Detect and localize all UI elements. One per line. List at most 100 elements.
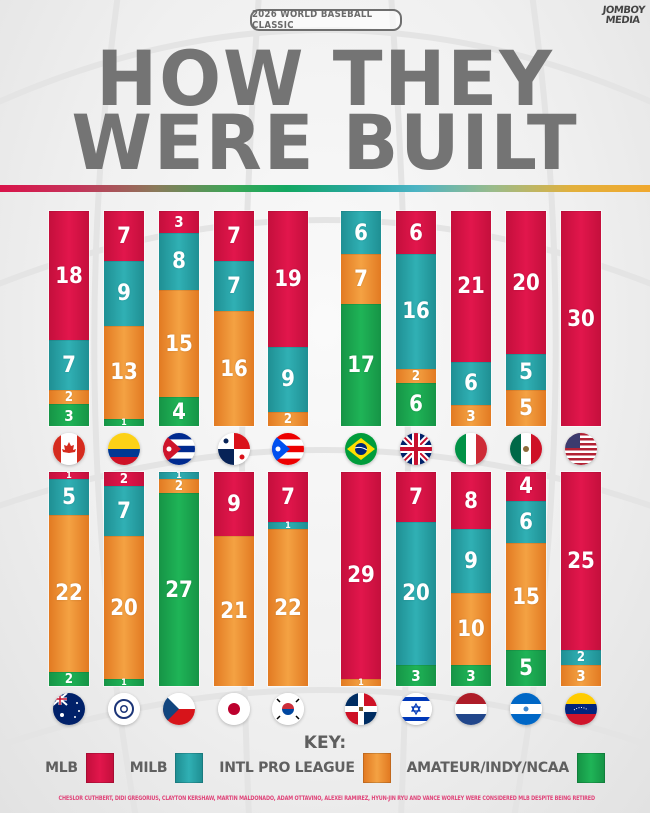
bar-segment-amat: 3 bbox=[49, 404, 89, 426]
footnote: CHESLOR CUTHBERT, DIDI GREGORIUS, CLAYTO… bbox=[58, 795, 596, 802]
segment-value: 9 bbox=[464, 549, 478, 575]
segment-value: 5 bbox=[62, 484, 76, 510]
segment-value: 5 bbox=[519, 656, 533, 682]
bar-mexico: 20 5 5 bbox=[506, 211, 546, 426]
bar-segment-milb: 9 bbox=[268, 347, 308, 412]
segment-value: 27 bbox=[165, 577, 193, 603]
segment-value: 21 bbox=[457, 274, 485, 300]
puerto-rico-flag-icon bbox=[272, 433, 304, 465]
bar-segment-mlb: 21 bbox=[451, 211, 491, 362]
israel-flag-icon bbox=[400, 693, 432, 725]
bar-segment-mlb: 1 bbox=[49, 471, 89, 482]
bar-segment-milb: 6 bbox=[341, 211, 381, 254]
brazil-flag-icon bbox=[345, 433, 377, 465]
bar-segment-milb: 7 bbox=[49, 340, 89, 391]
segment-value: 5 bbox=[519, 396, 533, 422]
segment-value: 5 bbox=[519, 360, 533, 386]
segment-value: 16 bbox=[402, 299, 430, 325]
segment-value: 7 bbox=[117, 499, 131, 525]
bar-segment-amat: 3 bbox=[451, 664, 491, 686]
segment-value: 7 bbox=[354, 267, 368, 293]
legend-swatch-amateur bbox=[576, 753, 605, 783]
segment-value: 2 bbox=[119, 472, 129, 488]
italy-flag-icon bbox=[455, 433, 487, 465]
segment-value: 8 bbox=[172, 249, 186, 275]
bar-segment-mlb: 6 bbox=[396, 211, 436, 254]
bar-segment-intl: 15 bbox=[506, 543, 546, 651]
segment-value: 9 bbox=[117, 281, 131, 307]
bar-segment-intl: 7 bbox=[341, 254, 381, 305]
bar-segment-mlb: 18 bbox=[49, 211, 89, 340]
bar-segment-mlb: 7 bbox=[214, 211, 254, 262]
bar-segment-amat: 2 bbox=[49, 671, 89, 687]
segment-value: 3 bbox=[466, 666, 476, 685]
bar-segment-amat: 17 bbox=[341, 304, 381, 426]
segment-value: 2 bbox=[174, 479, 184, 495]
segment-value: 9 bbox=[281, 367, 295, 393]
bar-australia: 1 5 22 2 bbox=[49, 471, 89, 687]
bar-segment-intl: 20 bbox=[104, 536, 144, 679]
bar-segment-mlb: 4 bbox=[506, 472, 546, 501]
segment-value: 7 bbox=[117, 224, 131, 250]
bar-segment-intl: 16 bbox=[214, 311, 254, 426]
segment-value: 7 bbox=[281, 484, 295, 510]
event-badge: 2026 WORLD BASEBALL CLASSIC bbox=[250, 9, 402, 31]
page-title-line2: WERE BUILT bbox=[71, 98, 579, 187]
korea-flag-icon bbox=[272, 693, 304, 725]
bar-segment-intl: 2 bbox=[49, 390, 89, 406]
segment-value: 22 bbox=[55, 581, 83, 607]
great-britain-flag-icon bbox=[400, 433, 432, 465]
bar-czechia: 1 2 27 bbox=[159, 471, 199, 686]
mexico-flag-icon bbox=[510, 433, 542, 465]
bar-japan: 9 21 bbox=[214, 472, 254, 686]
bar-netherlands: 8 9 10 3 bbox=[451, 472, 491, 686]
rainbow-divider bbox=[0, 185, 650, 192]
segment-value: 15 bbox=[512, 584, 540, 610]
segment-value: 10 bbox=[457, 616, 485, 642]
legend-swatch-mlb bbox=[85, 753, 114, 783]
key-title: KEY: bbox=[303, 733, 347, 753]
bar-segment-milb: 2 bbox=[561, 650, 601, 666]
segment-value: 25 bbox=[567, 549, 595, 575]
segment-value: 6 bbox=[464, 371, 478, 396]
australia-flag-icon bbox=[53, 693, 85, 725]
segment-value: 1 bbox=[66, 471, 72, 482]
legend-label-amateur: AMATEUR/INDY/NCAA bbox=[406, 760, 570, 776]
bar-segment-milb: 1 bbox=[268, 520, 308, 531]
panama-flag-icon bbox=[218, 433, 250, 465]
segment-value: 1 bbox=[285, 520, 291, 531]
bar-segment-amat: 6 bbox=[396, 382, 436, 426]
bar-nicaragua: 4 6 15 5 bbox=[506, 472, 546, 686]
bar-segment-milb: 1 bbox=[159, 471, 199, 481]
segment-value: 6 bbox=[409, 220, 423, 246]
segment-value: 3 bbox=[64, 406, 74, 425]
cuba-flag-icon bbox=[163, 433, 195, 465]
segment-value: 2 bbox=[64, 390, 74, 406]
segment-value: 7 bbox=[227, 224, 241, 250]
bar-israel: 7 20 3 bbox=[396, 472, 436, 686]
segment-value: 2 bbox=[576, 650, 586, 666]
segment-value: 22 bbox=[274, 595, 302, 621]
bar-segment-intl: 15 bbox=[159, 289, 199, 398]
segment-value: 9 bbox=[227, 492, 241, 518]
legend-swatch-milb bbox=[175, 753, 204, 783]
bar-segment-intl: 22 bbox=[268, 529, 308, 686]
segment-value: 8 bbox=[464, 488, 478, 514]
bar-segment-amat: 27 bbox=[159, 493, 199, 686]
bar-cuba: 3 8 15 4 bbox=[159, 211, 199, 426]
segment-value: 4 bbox=[172, 399, 186, 425]
bar-segment-amat: 1 bbox=[104, 678, 144, 688]
segment-value: 3 bbox=[174, 213, 184, 232]
bar-great-britain: 6 16 2 6 bbox=[396, 211, 436, 426]
bar-chinese-taipei: 2 7 20 1 bbox=[104, 472, 144, 688]
bar-segment-milb: 9 bbox=[451, 529, 491, 594]
bar-usa: 30 bbox=[561, 211, 601, 426]
bar-segment-mlb: 20 bbox=[506, 211, 546, 355]
segment-value: 2 bbox=[64, 671, 74, 687]
chinese-taipei-flag-icon bbox=[108, 693, 140, 725]
bar-segment-intl: 3 bbox=[561, 664, 601, 686]
nicaragua-flag-icon bbox=[510, 693, 542, 725]
bar-panama: 7 7 16 bbox=[214, 211, 254, 426]
bar-segment-milb: 9 bbox=[104, 261, 144, 326]
bar-segment-mlb: 7 bbox=[396, 472, 436, 522]
